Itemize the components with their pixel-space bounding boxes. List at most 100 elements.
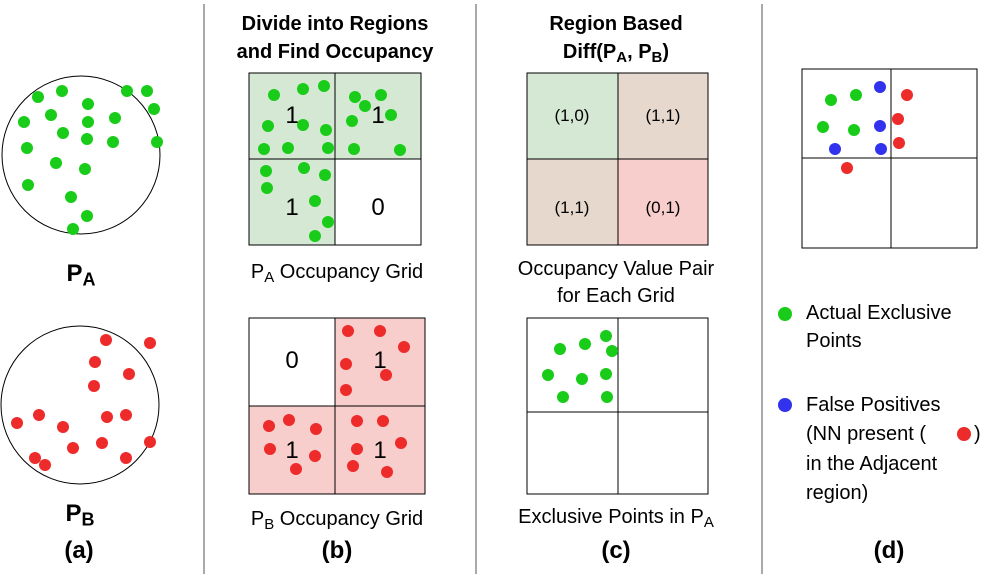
pa-point [56, 85, 68, 97]
pa-point [81, 133, 93, 145]
grid-b-point [398, 341, 410, 353]
grid-a-point [320, 124, 332, 136]
pa-point [22, 179, 34, 191]
legend-false-line1: False Positives [806, 394, 941, 416]
pa-point-cloud-circle [1, 75, 161, 235]
actual-exclusive-point [825, 94, 837, 106]
pa-grid-value-tl: 1 [285, 102, 299, 129]
legend-green-dot [778, 307, 792, 321]
grid-b-point [351, 443, 363, 455]
pa-point [65, 191, 77, 203]
pa-point [79, 163, 91, 175]
pa-point [148, 103, 160, 115]
panel-b-title-line2: and Find Occupancy [236, 41, 434, 63]
false-positive-point [874, 81, 886, 93]
grid-a-point [375, 89, 387, 101]
grid-b-point [290, 463, 302, 475]
pa-point [121, 85, 133, 97]
grid-b-point [351, 415, 363, 427]
pb-point [88, 380, 100, 392]
pair-value-tl: (1,0) [554, 106, 590, 125]
pa-point [107, 136, 119, 148]
pb-point [120, 409, 132, 421]
grid-a-point [385, 109, 397, 121]
caption-d: (d) [873, 537, 905, 564]
actual-exclusive-point [850, 89, 862, 101]
grid-b-point [374, 325, 386, 337]
pa-point [18, 116, 30, 128]
pb-grid-value-br: 1 [373, 437, 387, 464]
pa-point [82, 116, 94, 128]
pair-value-bl: (1,1) [554, 198, 590, 217]
grid-a-point [258, 143, 270, 155]
pa-point [82, 98, 94, 110]
exclusive-point [600, 330, 612, 342]
adjacent-neighbor-point [893, 137, 905, 149]
panel-c-title-line1: Region Based [549, 13, 683, 35]
pa-point [81, 210, 93, 222]
grid-b-point [395, 437, 407, 449]
exclusive-point [557, 391, 569, 403]
grid-b-point [263, 420, 275, 432]
pb-point [100, 334, 112, 346]
grid-b-point [310, 423, 322, 435]
exclusive-points-grid [526, 317, 709, 495]
pa-label: PA [66, 260, 96, 290]
pb-point [101, 411, 113, 423]
grid-a-point [359, 100, 371, 112]
pa-point [32, 91, 44, 103]
pb-point [144, 337, 156, 349]
legend-false-line3: in the Adjacent [806, 453, 938, 475]
actual-exclusive-point [817, 121, 829, 133]
pb-grid-value-tr: 1 [373, 347, 387, 374]
grid-a-point [348, 143, 360, 155]
exclusive-point [579, 338, 591, 350]
false-positive-point [875, 143, 887, 155]
exclusive-point [542, 369, 554, 381]
pa-point [50, 157, 62, 169]
exclusive-point [554, 343, 566, 355]
pb-grid-value-bl: 1 [285, 437, 299, 464]
grid-a-point [260, 165, 272, 177]
pb-point-cloud-circle [0, 325, 160, 485]
pairs-label-line2: for Each Grid [557, 285, 675, 307]
pa-point [67, 223, 79, 235]
pb-point [29, 452, 41, 464]
pa-point [151, 136, 163, 148]
grid-a-point [262, 120, 274, 132]
pb-point [57, 421, 69, 433]
pair-value-br: (0,1) [645, 198, 681, 217]
pb-point [39, 459, 51, 471]
pa-point [21, 142, 33, 154]
grid-a-point [322, 216, 334, 228]
grid-b-point [283, 414, 295, 426]
grid-b-point [380, 369, 392, 381]
exclusive-point [601, 391, 613, 403]
pb-label: PB [65, 500, 95, 530]
points-layer [11, 80, 913, 478]
exclusive-points-label: Exclusive Points in PA [518, 506, 714, 531]
pa-occupancy-grid-label: PA Occupancy Grid [250, 261, 424, 286]
legend-actual-line2: Points [806, 330, 862, 352]
actual-exclusive-point [848, 124, 860, 136]
panel-c-title-line2: Diff(PA, PB) [562, 41, 670, 66]
pair-value-tr: (1,1) [645, 106, 681, 125]
pb-point [144, 436, 156, 448]
legend-false-line2-post: ) [974, 423, 981, 445]
grid-a-point [261, 182, 273, 194]
legend-blue-dot [778, 398, 792, 412]
pb-point [123, 368, 135, 380]
pa-point [141, 85, 153, 97]
grid-b-point [264, 443, 276, 455]
adjacent-neighbor-point [901, 89, 913, 101]
pb-point [96, 437, 108, 449]
panel-b-title-line1: Divide into Regions [241, 13, 429, 35]
pb-point [67, 442, 79, 454]
grid-b-point [340, 358, 352, 370]
pb-point [89, 356, 101, 368]
grid-a-point [318, 80, 330, 92]
adjacent-neighbor-point [892, 113, 904, 125]
grid-b-point [309, 450, 321, 462]
grid-a-point [319, 169, 331, 181]
pa-grid-value-br: 0 [371, 194, 385, 221]
